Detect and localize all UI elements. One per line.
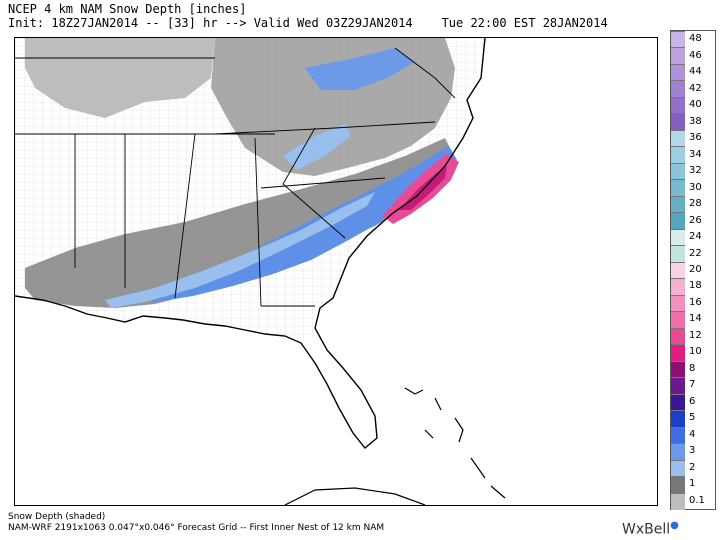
- weatherbell-logo: WxBell●: [622, 520, 679, 538]
- forecast-hour: [33] hr: [166, 16, 218, 30]
- legend-swatch: [671, 162, 685, 181]
- legend-label: 14: [689, 313, 702, 325]
- legend-label: 10: [689, 346, 702, 358]
- legend-label: 42: [689, 82, 702, 94]
- coastline: [15, 38, 486, 449]
- legend-swatch: [671, 245, 685, 263]
- legend-swatch: [671, 63, 685, 82]
- legend-swatch: [671, 212, 685, 230]
- footer-model-info: NAM-WRF 2191x1063 0.047°x0.046° Forecast…: [8, 523, 385, 533]
- legend-swatch: [671, 377, 685, 395]
- legend-label: 4: [689, 428, 696, 440]
- legend-swatch: [671, 47, 685, 65]
- legend-label: 46: [689, 49, 702, 61]
- footer-field-label: Snow Depth (shaded): [8, 512, 106, 522]
- legend-label: 28: [689, 198, 702, 210]
- legend-swatch: [671, 31, 685, 49]
- legend-label: 24: [689, 231, 702, 243]
- legend-swatch: [671, 261, 685, 280]
- legend-swatch: [671, 344, 685, 362]
- legend-swatch: [671, 195, 685, 214]
- local-time: Tue 22:00 EST 28JAN2014: [441, 16, 608, 30]
- state-borders: [15, 47, 456, 307]
- color-legend: 48 46 44 42 40 38 36 34 32 30 28 26 24 22 20 18 16 14 12 10…: [670, 30, 716, 510]
- legend-label: 22: [689, 247, 702, 259]
- legend-label: 40: [689, 99, 702, 111]
- legend-label: 20: [689, 264, 702, 275]
- legend-swatch: [671, 113, 685, 131]
- legend-label: 26: [689, 214, 702, 226]
- logo-dot-icon: ●: [670, 520, 679, 531]
- map-canvas: [15, 38, 506, 505]
- legend-label: 7: [689, 379, 696, 391]
- legend-swatch: [671, 96, 685, 115]
- legend-swatch: [671, 426, 685, 445]
- legend-swatch: [671, 492, 685, 510]
- snow-depth-map: [14, 37, 658, 506]
- separator: --: [145, 16, 160, 30]
- init-time: Init: 18Z27JAN2014: [8, 16, 139, 30]
- legend-label: 30: [689, 181, 702, 193]
- legend-label: 12: [689, 329, 702, 341]
- legend-swatch: [671, 129, 685, 148]
- legend-swatch: [671, 459, 685, 478]
- snow-blue-north-2: [283, 124, 351, 170]
- legend-label: 6: [689, 395, 696, 407]
- legend-label: 48: [689, 33, 702, 45]
- legend-swatch: [671, 360, 685, 379]
- legend-label: 8: [689, 362, 696, 374]
- bahamas-islands: [404, 387, 506, 499]
- legend-swatch: [671, 80, 685, 98]
- snow-blue-north: [305, 48, 415, 90]
- logo-text: WxBell: [622, 521, 671, 538]
- snow-lightblue-swath: [105, 192, 375, 308]
- legend-swatch: [671, 311, 685, 329]
- legend-label: 3: [689, 445, 696, 457]
- legend-label: 0.1: [689, 494, 705, 506]
- map-title: NCEP 4 km NAM Snow Depth [inches]: [8, 2, 247, 16]
- legend-label: 16: [689, 296, 702, 308]
- legend-swatch: [671, 228, 685, 247]
- legend-swatch: [671, 146, 685, 164]
- snow-gray-swath: [25, 138, 455, 308]
- legend-label: 5: [689, 412, 696, 424]
- arrow: -->: [224, 16, 247, 30]
- legend-label: 2: [689, 461, 696, 473]
- legend-swatch: [671, 327, 685, 346]
- legend-label: 32: [689, 165, 702, 177]
- legend-label: 18: [689, 280, 702, 292]
- init-valid-line: Init: 18Z27JAN2014 -- [33] hr --> Valid …: [8, 16, 608, 30]
- legend-label: 34: [689, 148, 702, 160]
- legend-swatch: [671, 410, 685, 428]
- legend-swatch: [671, 443, 685, 461]
- legend-label: 36: [689, 132, 702, 144]
- legend-swatch: [671, 476, 685, 494]
- legend-swatch: [671, 393, 685, 412]
- valid-time: Valid Wed 03Z29JAN2014: [253, 16, 413, 30]
- legend-label: 44: [689, 66, 702, 78]
- cuba-coast: [284, 487, 426, 505]
- legend-swatch: [671, 179, 685, 197]
- legend-swatch: [671, 294, 685, 313]
- legend-swatch: [671, 278, 685, 296]
- legend-label: 38: [689, 115, 702, 127]
- legend-label: 1: [689, 478, 696, 490]
